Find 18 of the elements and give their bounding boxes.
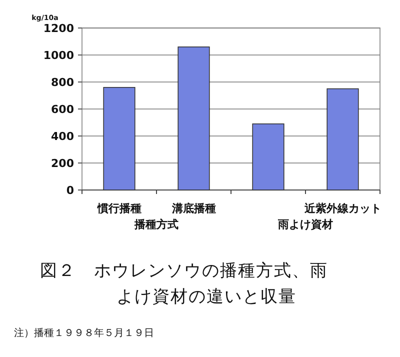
text: 注）播種１９９８年５月１９日 <box>14 327 154 339</box>
x-tick-label: 近紫外線カット <box>303 202 382 215</box>
y-tick-label: 800 <box>51 76 74 89</box>
x-tick-label: 溝底播種 <box>170 202 216 215</box>
y-tick-label: 200 <box>51 157 74 170</box>
x-tick-label: 慣行播種 <box>96 202 142 215</box>
y-tick-label: 600 <box>51 103 74 116</box>
y-tick-label: 1200 <box>43 22 74 35</box>
y-tick-label: 400 <box>51 130 74 143</box>
text: 播種方式 <box>134 218 178 231</box>
bar <box>252 123 284 190</box>
y-tick-label: 0 <box>66 184 74 197</box>
y-tick-label: 1000 <box>43 49 74 62</box>
text: 図２ ホウレンソウの播種方式、雨よけ資材の違いと収量 <box>40 260 329 309</box>
bar <box>178 46 210 190</box>
bar <box>326 88 359 190</box>
text: 雨よけ資材 <box>277 218 333 231</box>
bar <box>103 87 136 190</box>
